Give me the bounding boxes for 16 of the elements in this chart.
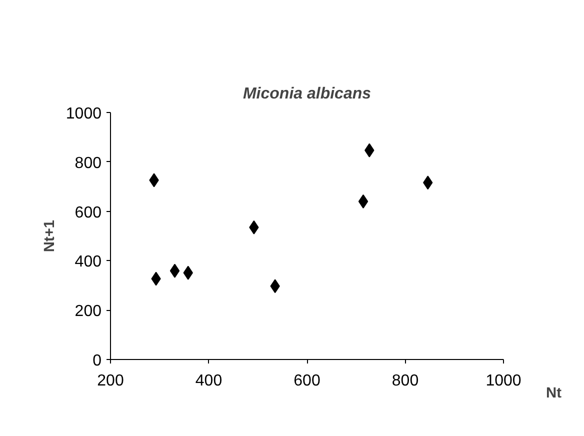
- y-axis-title: Nt+1: [42, 220, 58, 252]
- point: [358, 194, 368, 208]
- y-tick-label: 400: [74, 254, 102, 271]
- chart-title: Miconia albicans: [242, 86, 372, 102]
- y-tick-label: 200: [74, 303, 102, 320]
- y-tick-label: 800: [74, 154, 102, 172]
- x-tick-label: 800: [392, 372, 419, 390]
- y-tick-label: 600: [74, 204, 102, 222]
- point: [170, 264, 180, 278]
- x-tick-label: 1000: [486, 372, 522, 390]
- y-tick-label: 0: [92, 352, 102, 370]
- x-axis-title: Nt: [546, 386, 562, 402]
- x-tick-label: 200: [97, 372, 124, 390]
- y-tick-label: 1000: [66, 106, 102, 122]
- x-tick-label: 400: [195, 372, 222, 390]
- x-tick-label: 600: [294, 372, 320, 390]
